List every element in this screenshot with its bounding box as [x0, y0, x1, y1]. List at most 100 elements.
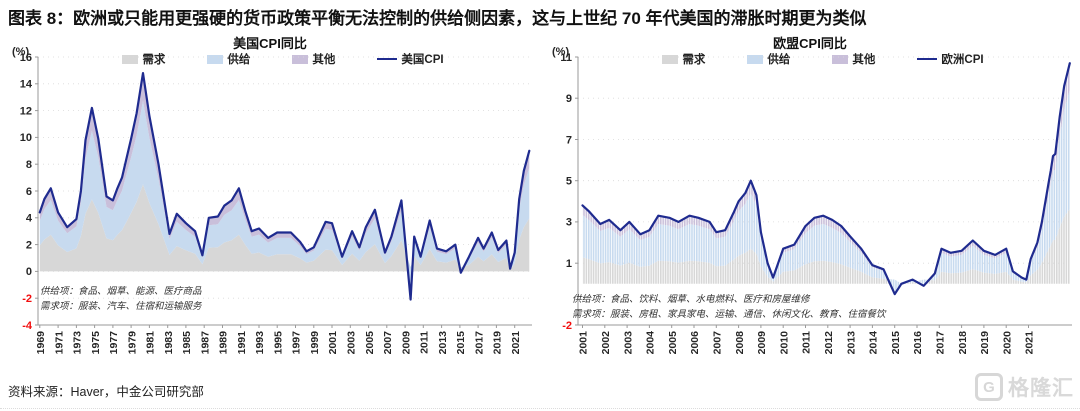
x-tick-label: 2013 — [437, 331, 449, 355]
y-tick-label: 1 — [566, 258, 572, 270]
bottom-divider — [0, 408, 1080, 409]
x-tick-label: 1985 — [181, 331, 193, 355]
y-tick-label: 8 — [26, 159, 32, 171]
x-tick-label: 1991 — [236, 331, 248, 355]
cpi-line — [581, 62, 1071, 296]
x-tick-label: 1969 — [35, 331, 47, 355]
x-tick-label: 1979 — [126, 331, 138, 355]
legend-color-swatch — [292, 54, 309, 64]
x-tick-label: 2013 — [845, 331, 857, 355]
x-tick-label: 1981 — [145, 331, 157, 355]
figure-title: 图表 8：欧洲或只能用更强硬的货币政策平衡无法控制的供给侧因素，这与上世纪 70… — [8, 9, 867, 28]
y-tick-label: 9 — [566, 93, 572, 105]
eu-chart-title: 欧盟CPI同比 — [773, 36, 847, 51]
x-tick-label: 2016 — [912, 331, 924, 355]
x-tick-label: 2019 — [979, 331, 991, 355]
y-tick-label: -2 — [22, 293, 32, 305]
x-tick-label: 2003 — [346, 331, 358, 355]
x-tick-label: 2014 — [868, 331, 880, 355]
y-tick-label: 12 — [20, 105, 32, 117]
stacked-areas — [582, 63, 1070, 296]
x-tick-label: 2008 — [734, 331, 746, 355]
x-tick-label: 2019 — [492, 331, 504, 355]
y-tick-label: 10 — [20, 132, 32, 144]
us-cpi-chart: -4 -2 0 2 4 6 8 10 12 14 16 1969 1971 1973 1975 1977 197… — [20, 52, 532, 355]
x-tick-label: 1987 — [199, 331, 211, 355]
us-note-supply-items: 供给项：食品、烟草、能源、医疗商品 — [40, 286, 202, 297]
y-tick-label: 14 — [20, 79, 33, 91]
us-chart-title: 美国CPI同比 — [233, 36, 307, 51]
x-tick-label: 1999 — [309, 331, 321, 355]
x-tick-label: 2015 — [890, 331, 902, 355]
y-tick-label: 11 — [560, 52, 572, 64]
eu-note: 供给项：食品、饮料、烟草、水电燃料、医疗和房屋维修 需求项：服装、房租、家具家电… — [572, 292, 886, 322]
x-tick-label: 2002 — [600, 331, 612, 355]
x-tick-label: 2015 — [455, 331, 467, 355]
x-tick-label: 2001 — [327, 331, 339, 355]
glonghui-logo-icon: G — [975, 373, 1003, 401]
legend-color-swatch — [122, 54, 139, 64]
x-tick-label: 1995 — [272, 331, 284, 355]
us-y-unit-label: (%) — [12, 46, 30, 58]
stacked-areas — [39, 73, 530, 301]
eu-cpi-panel: 欧盟CPI同比 (%) 需求 供给 其他 欧洲CPI -2 1 3 5 7 9 11 2001 200… — [540, 30, 1080, 380]
y-tick-label: 5 — [566, 176, 572, 188]
x-tick-label: 2005 — [364, 331, 376, 355]
x-tick-label: 2018 — [957, 331, 969, 355]
x-tick-label: 2012 — [823, 331, 835, 355]
x-tick-label: 2010 — [778, 331, 790, 355]
y-tick-label: -2 — [562, 320, 572, 332]
x-tick-label: 2006 — [689, 331, 701, 355]
x-tick-label: 2021 — [1024, 331, 1036, 355]
x-tick-label: 1983 — [163, 331, 175, 355]
legend-color-swatch — [207, 54, 224, 64]
x-tick-label: 1997 — [291, 331, 303, 355]
y-tick-label: 6 — [26, 186, 32, 198]
x-tick-label: 1971 — [53, 331, 65, 355]
x-tick-label: 2007 — [382, 331, 394, 355]
y-tick-label: 2 — [26, 239, 32, 251]
y-tick-label: 4 — [26, 213, 33, 225]
x-tick-label: 1993 — [254, 331, 266, 355]
area-series — [39, 184, 530, 272]
y-tick-label: 7 — [566, 134, 572, 146]
x-tick-label: 2009 — [756, 331, 768, 355]
eu-cpi-chart: -2 1 3 5 7 9 11 2001 2002 2003 2004 2005 2006 2007 200… — [560, 52, 1072, 355]
x-tick-label: 2004 — [645, 331, 657, 355]
us-note-demand-items: 需求项：服装、汽车、住宿和运输服务 — [40, 301, 202, 313]
x-tick-label: 2007 — [712, 331, 724, 355]
legend-line-swatch — [917, 58, 938, 60]
x-tick-label: 2009 — [400, 331, 412, 355]
eu-note-supply-items: 供给项：食品、饮料、烟草、水电燃料、医疗和房屋维修 — [572, 294, 810, 305]
us-note: 供给项：食品、烟草、能源、医疗商品 需求项：服装、汽车、住宿和运输服务 — [40, 284, 202, 314]
source-line: 资料来源：Haver，中金公司研究部 — [8, 385, 204, 399]
x-tick-label: 1977 — [108, 331, 120, 355]
x-tick-label: 2021 — [510, 331, 522, 355]
cpi-line — [38, 72, 531, 301]
glonghui-logo-text: 格隆汇 — [1008, 377, 1074, 400]
legend-color-swatch — [662, 54, 679, 64]
x-tick-label: 2005 — [667, 331, 679, 355]
area-series — [582, 208, 1070, 284]
x-tick-label: 2017 — [935, 331, 947, 355]
glonghui-logo: G 格隆汇 — [975, 372, 1074, 402]
legend-line-swatch — [377, 58, 398, 60]
y-tick-label: 3 — [566, 217, 572, 229]
x-tick-label: 2001 — [578, 331, 590, 355]
y-tick-label: 16 — [20, 52, 32, 64]
x-tick-label: 2011 — [801, 331, 813, 354]
x-tick-label: 2011 — [419, 331, 431, 354]
legend-color-swatch — [832, 54, 849, 64]
x-tick-label: 1975 — [90, 331, 102, 355]
legend-color-swatch — [747, 54, 764, 64]
y-tick-label: -4 — [22, 320, 33, 332]
eu-y-unit-label: (%) — [552, 46, 570, 58]
x-tick-label: 2020 — [1001, 331, 1013, 355]
x-tick-label: 1973 — [72, 331, 84, 355]
area-series — [582, 89, 1070, 296]
x-tick-label: 2003 — [622, 331, 634, 355]
us-cpi-panel: 美国CPI同比 (%) 需求 供给 其他 美国CPI -4 -2 0 2 4 6 8 10 12 14 1… — [0, 30, 540, 380]
x-tick-label: 1989 — [218, 331, 230, 355]
eu-note-demand-items: 需求项：服装、房租、家具家电、运输、通信、休闲文化、教育、住宿餐饮 — [572, 309, 886, 321]
